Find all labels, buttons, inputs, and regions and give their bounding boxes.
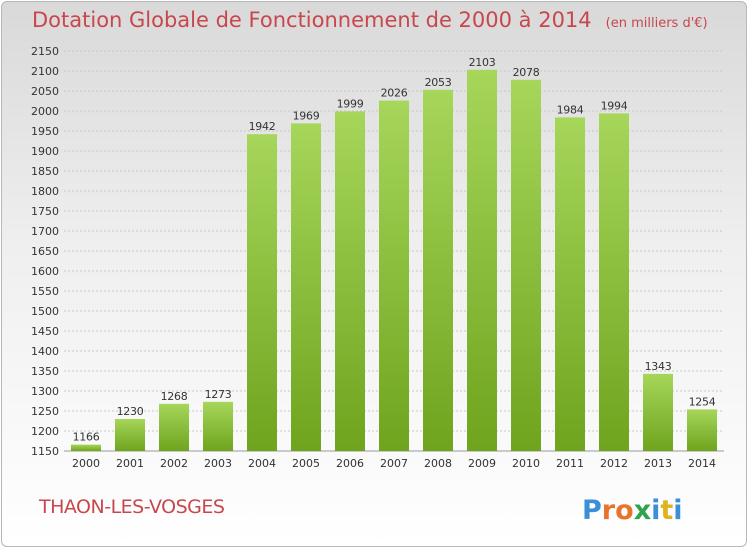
bar-2006	[335, 111, 365, 452]
data-label-2000: 1166	[73, 431, 100, 444]
x-tick-label: 2000	[72, 457, 100, 470]
x-tick-label: 2010	[512, 457, 540, 470]
y-tick-label: 1800	[31, 185, 59, 198]
y-tick-label: 2150	[31, 45, 59, 58]
y-tick-label: 1450	[31, 325, 59, 338]
x-tick-label: 2006	[336, 457, 364, 470]
y-tick-label: 1350	[31, 365, 59, 378]
x-tick-label: 2001	[116, 457, 144, 470]
x-tick-label: 2002	[160, 457, 188, 470]
y-tick-label: 2050	[31, 85, 59, 98]
x-tick-label: 2014	[688, 457, 716, 470]
chart-title-text: Dotation Globale de Fonctionnement de 20…	[32, 8, 592, 32]
x-tick-label: 2008	[424, 457, 452, 470]
proxiti-logo: Proxiti	[582, 495, 683, 526]
bar-2004	[247, 134, 277, 451]
data-label-2001: 1230	[117, 405, 144, 418]
x-tick-label: 2005	[292, 457, 320, 470]
y-axis-ticks: 1150 1200 1250 1300 1350 1400 1450 1500 1550 1600…	[31, 45, 59, 458]
y-tick-label: 1900	[31, 145, 59, 158]
data-label-2011: 1984	[557, 103, 584, 116]
chart-unit: (en milliers d'€)	[605, 16, 708, 31]
data-label-2007: 2026	[381, 87, 408, 100]
data-label-2009: 2103	[469, 56, 496, 69]
data-labels: 1166 1230 1268 1273 1942 1969 1999 2026 2053 2103…	[73, 56, 716, 444]
bar-2013	[643, 373, 673, 451]
y-tick-label: 1850	[31, 165, 59, 178]
data-label-2010: 2078	[513, 66, 540, 79]
logo-letter: r	[602, 495, 616, 526]
bar-2005	[291, 123, 321, 452]
y-tick-label: 1250	[31, 405, 59, 418]
x-tick-label: 2011	[556, 457, 584, 470]
y-tick-label: 1550	[31, 285, 59, 298]
x-tick-label: 2003	[204, 457, 232, 470]
bar-2000	[71, 444, 101, 451]
bar-2012	[599, 113, 629, 452]
bar-2007	[379, 100, 409, 451]
data-label-2013: 1343	[645, 360, 672, 373]
y-tick-label: 1500	[31, 305, 59, 318]
bar-2003	[203, 401, 233, 451]
bar-2010	[511, 79, 541, 452]
y-tick-label: 1700	[31, 225, 59, 238]
logo-letter: i	[651, 495, 660, 526]
x-axis-ticks: 2000 2001 2002 2003 2004 2005 2006 2007 2008 2009…	[72, 457, 716, 470]
y-tick-label: 1750	[31, 205, 59, 218]
data-label-2006: 1999	[337, 97, 364, 110]
data-label-2002: 1268	[161, 390, 188, 403]
y-tick-label: 1400	[31, 345, 59, 358]
data-label-2008: 2053	[425, 76, 452, 89]
y-tick-label: 1600	[31, 265, 59, 278]
data-label-2014: 1254	[689, 395, 716, 408]
y-tick-label: 1650	[31, 245, 59, 258]
bar-2002	[159, 403, 189, 451]
y-tick-label: 1150	[31, 445, 59, 458]
x-tick-label: 2004	[248, 457, 276, 470]
bar-2011	[555, 117, 585, 452]
x-tick-label: 2009	[468, 457, 496, 470]
y-tick-label: 2100	[31, 65, 59, 78]
commune-name: THAON-LES-VOSGES	[39, 496, 225, 518]
logo-letter: i	[673, 495, 682, 526]
svg-text:Proxiti: Proxiti	[582, 495, 683, 526]
x-tick-label: 2007	[380, 457, 408, 470]
y-tick-label: 1300	[31, 385, 59, 398]
data-label-2005: 1969	[293, 109, 320, 122]
logo-letter: x	[634, 495, 651, 526]
x-tick-label: 2012	[600, 457, 628, 470]
y-tick-label: 2000	[31, 105, 59, 118]
bar-2014	[687, 409, 717, 451]
chart-title: Dotation Globale de Fonctionnement de 20…	[32, 8, 708, 32]
bar-2008	[423, 89, 453, 452]
data-label-2004: 1942	[249, 120, 276, 133]
x-tick-label: 2013	[644, 457, 672, 470]
bar-2001	[115, 419, 145, 451]
data-label-2003: 1273	[205, 388, 232, 401]
y-tick-label: 1950	[31, 125, 59, 138]
bar-2009	[467, 69, 497, 452]
data-label-2012: 1994	[601, 99, 628, 112]
logo-letter: t	[660, 495, 673, 526]
bars	[71, 69, 717, 452]
logo-letter: o	[615, 495, 634, 526]
y-tick-label: 1200	[31, 425, 59, 438]
logo-letter: P	[582, 495, 602, 526]
